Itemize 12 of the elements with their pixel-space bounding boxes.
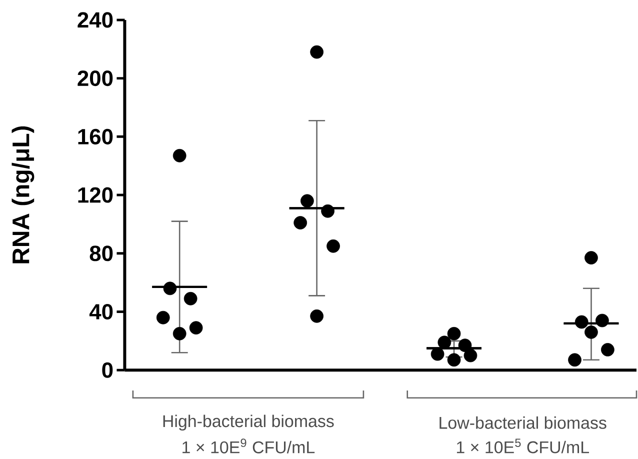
y-tick-label: 120: [78, 187, 113, 203]
y-tick-label: 200: [78, 70, 113, 86]
y-tick-label: 160: [78, 128, 113, 144]
y-axis-title: RNA (ng/μL): [12, 126, 34, 264]
text: High-bacterial biomass: [163, 414, 334, 431]
y-tick-label: 40: [89, 304, 113, 320]
text: 1 × 10E$^{5}$ CFU/mL: [456, 438, 589, 454]
y-tick-label: 0: [102, 362, 113, 378]
y-tick-label: 80: [90, 246, 113, 262]
y-tick-label: 240: [78, 12, 113, 28]
text: 1 × 10E$^{9}$ CFU/mL: [182, 438, 315, 454]
text: Low-bacterial biomass: [440, 416, 606, 429]
